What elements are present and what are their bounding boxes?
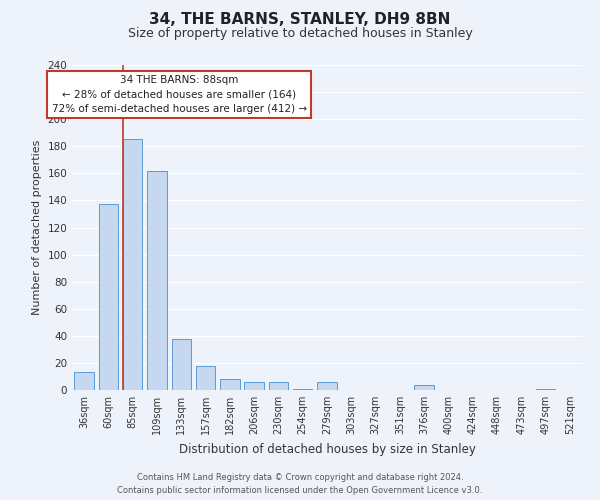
Bar — [123, 140, 142, 390]
Bar — [415, 384, 434, 390]
Text: 34, THE BARNS, STANLEY, DH9 8BN: 34, THE BARNS, STANLEY, DH9 8BN — [149, 12, 451, 28]
Bar — [269, 382, 288, 390]
X-axis label: Distribution of detached houses by size in Stanley: Distribution of detached houses by size … — [179, 442, 475, 456]
Bar — [147, 170, 167, 390]
Bar — [172, 338, 191, 390]
Y-axis label: Number of detached properties: Number of detached properties — [32, 140, 42, 315]
Bar — [196, 366, 215, 390]
Text: Contains HM Land Registry data © Crown copyright and database right 2024.
Contai: Contains HM Land Registry data © Crown c… — [118, 474, 482, 495]
Bar — [74, 372, 94, 390]
Bar — [244, 382, 264, 390]
Bar — [293, 388, 313, 390]
Text: 34 THE BARNS: 88sqm
← 28% of detached houses are smaller (164)
72% of semi-detac: 34 THE BARNS: 88sqm ← 28% of detached ho… — [52, 74, 307, 114]
Bar — [99, 204, 118, 390]
Bar — [220, 379, 239, 390]
Text: Size of property relative to detached houses in Stanley: Size of property relative to detached ho… — [128, 28, 472, 40]
Bar — [317, 382, 337, 390]
Bar — [536, 388, 555, 390]
